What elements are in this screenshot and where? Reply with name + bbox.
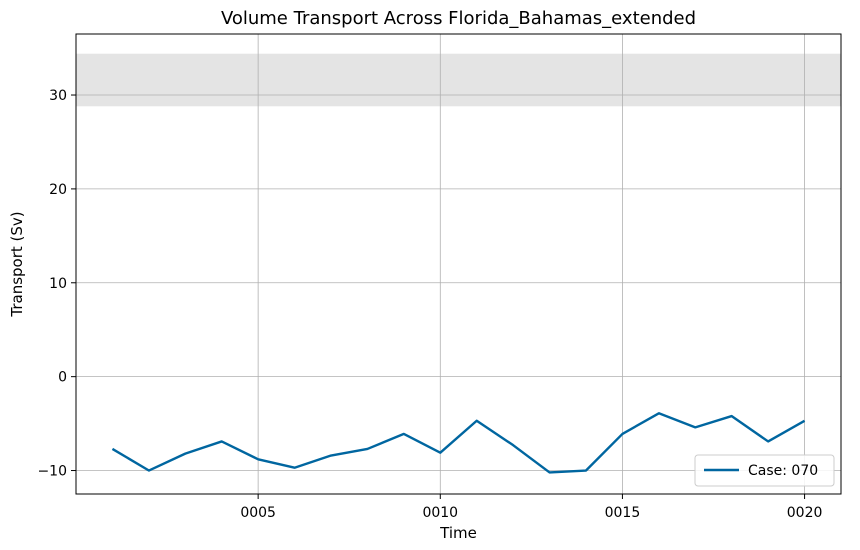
y-tick-label: 30 [49,88,67,104]
grid-layer [76,34,841,494]
x-tick-label: 0020 [787,505,823,521]
plot-frame [75,33,842,495]
x-tick-label: 0005 [240,505,276,521]
shaded-band-layer [76,53,841,107]
legend-label-case-070: Case: 070 [748,463,818,479]
legend-box [694,454,835,487]
y-tick-label: −10 [37,464,67,480]
chart-title: Volume Transport Across Florida_Bahamas_… [221,8,696,29]
y-tick-label: 0 [58,370,67,386]
series-line-case-070 [111,412,806,474]
y-tick-label: 20 [49,182,67,198]
x-tick-label: 0015 [605,505,641,521]
y-axis-label: Transport (Sv) [8,211,26,317]
tick-layer: 0005 0010 0015 0020 −10 0 10 20 30 [37,88,822,521]
x-tick-label: 0010 [422,505,458,521]
series-layer [111,412,806,474]
y-tick-label: 10 [49,276,67,292]
shaded-reference-band [76,53,841,107]
legend: Case: 070 [694,454,835,487]
x-axis-label: Time [439,524,477,542]
